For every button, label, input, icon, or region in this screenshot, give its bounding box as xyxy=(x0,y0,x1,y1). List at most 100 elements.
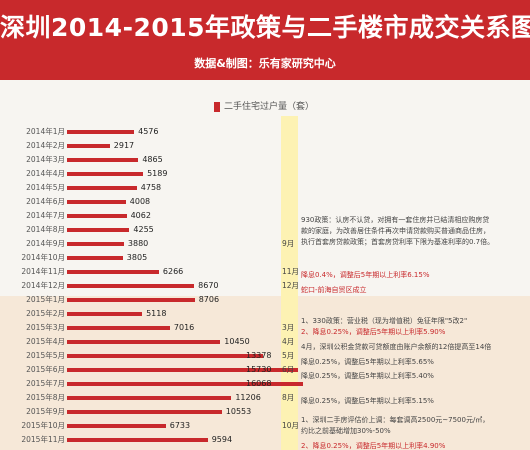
bar-row: 2015年1月 8706 xyxy=(0,293,530,307)
bar-row: 2014年1月 4576 xyxy=(0,125,530,139)
bar-row: 2015年10月 6733 xyxy=(0,419,530,433)
category-label: 2015年1月 xyxy=(26,295,65,304)
bar xyxy=(67,396,232,400)
policy-annotation: 执行首套房贷款政策；首套房贷利率下限为基准利率的0.7倍。 xyxy=(301,238,495,246)
category-label: 2014年2月 xyxy=(26,141,65,150)
legend-label: 二手住宅过户量（套） xyxy=(224,102,315,112)
policy-month-label: 12月 xyxy=(282,281,300,290)
policy-month-label: 5月 xyxy=(282,351,295,360)
data-label: 4576 xyxy=(138,127,159,136)
data-label: 8706 xyxy=(198,295,220,304)
chart-legend: 二手住宅过户量（套） xyxy=(214,99,314,112)
bar-row: 2014年10月 3805 xyxy=(0,251,530,265)
category-label: 2014年10月 xyxy=(21,253,65,262)
policy-month-label: 8月 xyxy=(282,393,295,402)
policy-month-label: 4月 xyxy=(282,337,295,346)
policy-annotation: 4月，深圳公积金贷款可贷额度由账户余额的12倍提高至14倍 xyxy=(301,343,492,351)
bar xyxy=(67,256,123,260)
policy-month-label: 10月 xyxy=(282,421,300,430)
category-label: 2015年5月 xyxy=(26,351,65,360)
category-label: 2014年7月 xyxy=(26,211,65,220)
data-label: 15730 xyxy=(246,365,272,374)
bar-row: 2014年12月 8670 xyxy=(0,279,530,293)
policy-annotation: 降息0.4%，调整后5年期以上利率6.15% xyxy=(301,271,430,279)
category-label: 2014年1月 xyxy=(26,127,65,136)
bar xyxy=(67,284,195,288)
bar-row: 2014年4月 5189 xyxy=(0,167,530,181)
bar-row: 2015年5月 13378 xyxy=(0,349,530,363)
bar xyxy=(67,354,264,358)
bar-row: 2014年3月 4865 xyxy=(0,153,530,167)
data-label: 4062 xyxy=(130,211,151,220)
bar xyxy=(67,144,110,148)
bar-row: 2014年6月 4008 xyxy=(0,195,530,209)
bar-row: 2015年6月 15730 xyxy=(0,363,530,377)
policy-annotation: 2、降息0.25%，调整后5年期以上利率4.90% xyxy=(301,442,446,450)
data-label: 4255 xyxy=(133,225,154,234)
page-subtitle: 数据&制图：乐有家研究中心 xyxy=(194,57,336,70)
category-label: 2014年9月 xyxy=(26,239,65,248)
policy-month-label: 11月 xyxy=(282,267,300,276)
bar xyxy=(67,200,126,204)
policy-annotation: 930政策：认房不认贷，对拥有一套住房并已结清相应购房贷 xyxy=(301,216,490,224)
category-label: 2014年12月 xyxy=(21,281,65,290)
category-label: 2014年4月 xyxy=(26,169,65,178)
bar xyxy=(67,186,137,190)
category-label: 2015年8月 xyxy=(26,393,65,402)
bar-row: 2015年11月 9594 xyxy=(0,433,530,447)
data-label: 4758 xyxy=(140,183,162,192)
data-label: 11206 xyxy=(235,393,261,402)
bar xyxy=(67,382,303,386)
policy-month-label: 3月 xyxy=(282,323,295,332)
data-label: 4865 xyxy=(142,155,163,164)
policy-month-label: 6月 xyxy=(282,365,295,374)
policy-annotation: 蛇口-前海自贸区成立 xyxy=(301,286,367,294)
chart-area: 二手住宅过户量（套） 2014年1月 4576 2014年2月 2917 2014年3月… xyxy=(0,80,530,450)
category-label: 2015年4月 xyxy=(26,337,65,346)
bar-row: 2014年7月 4062 xyxy=(0,209,530,223)
bar-row: 2015年9月 10553 xyxy=(0,405,530,419)
data-label: 6266 xyxy=(162,267,184,276)
bar xyxy=(67,424,166,428)
data-label: 9594 xyxy=(211,435,233,444)
data-label: 3805 xyxy=(126,253,148,262)
data-label: 10553 xyxy=(225,407,252,416)
data-label: 6733 xyxy=(169,421,191,430)
legend-swatch xyxy=(214,101,220,112)
bar xyxy=(67,326,170,330)
data-label: 5189 xyxy=(147,169,168,178)
data-label: 13378 xyxy=(246,351,272,360)
bar xyxy=(67,410,222,414)
bar xyxy=(67,368,298,372)
category-label: 2015年3月 xyxy=(26,323,65,332)
data-label: 2917 xyxy=(113,141,135,150)
bar xyxy=(67,312,143,316)
policy-annotation: 降息0.25%，调整后5年期以上利率5.15% xyxy=(301,397,434,405)
data-label: 3880 xyxy=(127,239,149,248)
category-label: 2015年11月 xyxy=(21,435,65,444)
category-label: 2014年6月 xyxy=(26,197,65,206)
data-label: 10450 xyxy=(224,337,250,346)
bar-row: 2015年7月 16068 xyxy=(0,377,530,391)
category-label: 2015年10月 xyxy=(21,421,65,430)
category-label: 2015年6月 xyxy=(26,365,65,374)
policy-annotation: 1、深圳二手房评估价上调：每套调高2500元~7500元/㎡， xyxy=(301,416,490,424)
bar-row: 2015年2月 5118 xyxy=(0,307,530,321)
bar-row: 2014年2月 2917 xyxy=(0,139,530,153)
bar xyxy=(67,438,208,442)
category-label: 2015年7月 xyxy=(26,379,65,388)
data-label: 5118 xyxy=(146,309,167,318)
page-title: 深圳2014-2015年政策与二手楼市成交关系图 xyxy=(0,13,530,42)
data-label: 8670 xyxy=(198,281,219,290)
policy-column xyxy=(281,116,298,450)
bar xyxy=(67,130,135,134)
data-label: 16068 xyxy=(246,379,272,388)
category-label: 2015年9月 xyxy=(26,407,65,416)
data-label: 7016 xyxy=(173,323,195,332)
header-banner: 深圳2014-2015年政策与二手楼市成交关系图 数据&制图：乐有家研究中心 xyxy=(0,0,530,80)
bar xyxy=(67,242,124,246)
bar-row: 2015年3月 7016 xyxy=(0,321,530,335)
category-label: 2014年11月 xyxy=(21,267,65,276)
category-label: 2014年3月 xyxy=(26,155,65,164)
bar xyxy=(67,340,221,344)
